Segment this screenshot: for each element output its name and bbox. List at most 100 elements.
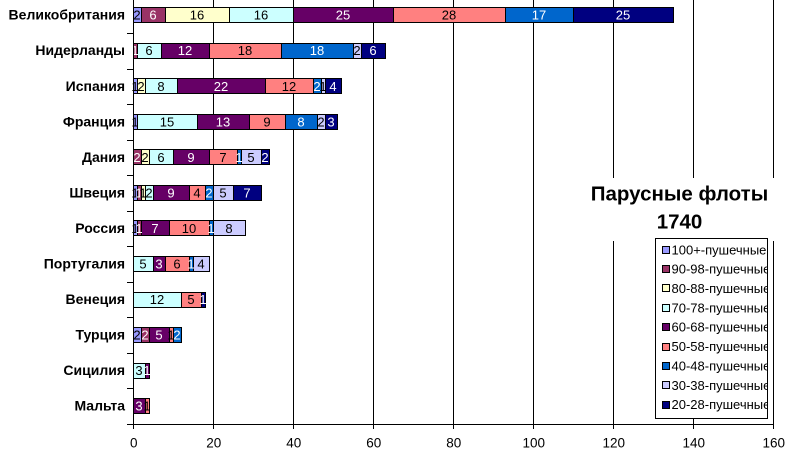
- svg-text:Испания: Испания: [66, 78, 125, 94]
- svg-text:5: 5: [247, 150, 254, 165]
- svg-text:2: 2: [313, 79, 320, 94]
- svg-text:Франция: Франция: [63, 113, 125, 129]
- svg-text:6: 6: [145, 43, 152, 58]
- svg-text:1: 1: [235, 150, 242, 165]
- svg-text:1: 1: [199, 292, 206, 307]
- svg-text:3: 3: [135, 399, 142, 414]
- svg-text:1: 1: [319, 79, 326, 94]
- svg-text:60-68-пушечные: 60-68-пушечные: [672, 320, 771, 335]
- svg-text:8: 8: [225, 221, 232, 236]
- svg-text:8: 8: [157, 79, 164, 94]
- svg-text:2: 2: [141, 150, 148, 165]
- svg-text:28: 28: [442, 8, 456, 23]
- svg-text:Сицилия: Сицилия: [63, 362, 125, 378]
- svg-text:16: 16: [190, 8, 204, 23]
- svg-text:Великобритания: Великобритания: [9, 7, 125, 23]
- svg-text:1: 1: [131, 79, 138, 94]
- svg-text:18: 18: [310, 43, 324, 58]
- svg-text:2: 2: [317, 114, 324, 129]
- svg-text:1: 1: [131, 114, 138, 129]
- svg-text:22: 22: [214, 79, 228, 94]
- svg-text:3: 3: [135, 363, 142, 378]
- svg-text:9: 9: [187, 150, 194, 165]
- svg-text:Швеция: Швеция: [69, 184, 125, 200]
- svg-text:2: 2: [205, 185, 212, 200]
- svg-text:30-38-пушечные: 30-38-пушечные: [672, 378, 771, 393]
- svg-text:5: 5: [155, 328, 162, 343]
- svg-text:1: 1: [131, 185, 138, 200]
- svg-text:2: 2: [137, 79, 144, 94]
- svg-text:1740: 1740: [657, 211, 703, 234]
- svg-text:1: 1: [187, 257, 194, 272]
- svg-text:2: 2: [133, 8, 140, 23]
- svg-text:6: 6: [369, 43, 376, 58]
- svg-text:12: 12: [178, 43, 192, 58]
- svg-text:3: 3: [155, 257, 162, 272]
- svg-text:1: 1: [131, 221, 138, 236]
- svg-text:1: 1: [139, 185, 146, 200]
- svg-text:Португалия: Португалия: [44, 256, 125, 272]
- svg-text:3: 3: [327, 114, 334, 129]
- svg-text:1: 1: [135, 185, 142, 200]
- svg-text:80: 80: [446, 436, 461, 451]
- svg-text:90-98-пушечные: 90-98-пушечные: [672, 262, 771, 277]
- svg-text:2: 2: [145, 185, 152, 200]
- svg-text:4: 4: [193, 185, 200, 200]
- svg-text:2: 2: [133, 150, 140, 165]
- svg-text:70-78-пушечные: 70-78-пушечные: [672, 300, 771, 315]
- svg-text:20-28-пушечные: 20-28-пушечные: [672, 397, 771, 412]
- svg-text:Нидерланды: Нидерланды: [35, 42, 125, 58]
- svg-text:Дания: Дания: [82, 149, 125, 165]
- svg-text:160: 160: [763, 436, 786, 451]
- svg-text:1: 1: [143, 399, 150, 414]
- svg-text:10: 10: [182, 221, 196, 236]
- svg-text:16: 16: [254, 8, 268, 23]
- svg-text:1: 1: [131, 43, 138, 58]
- svg-text:60: 60: [366, 436, 381, 451]
- svg-text:12: 12: [150, 292, 164, 307]
- svg-text:2: 2: [353, 43, 360, 58]
- svg-text:25: 25: [616, 8, 630, 23]
- svg-text:5: 5: [187, 292, 194, 307]
- svg-text:6: 6: [157, 150, 164, 165]
- svg-text:2: 2: [133, 328, 140, 343]
- svg-text:7: 7: [151, 221, 158, 236]
- svg-text:5: 5: [139, 257, 146, 272]
- svg-text:Турция: Турция: [75, 327, 125, 343]
- svg-text:12: 12: [282, 79, 296, 94]
- svg-text:15: 15: [160, 114, 174, 129]
- svg-text:Мальта: Мальта: [74, 398, 125, 414]
- svg-text:4: 4: [329, 79, 336, 94]
- svg-text:4: 4: [197, 257, 204, 272]
- svg-text:2: 2: [173, 328, 180, 343]
- svg-text:Парусные флоты: Парусные флоты: [591, 183, 768, 206]
- svg-text:80-88-пушечные: 80-88-пушечные: [672, 281, 771, 296]
- svg-text:1: 1: [207, 221, 214, 236]
- svg-text:Россия: Россия: [75, 220, 125, 236]
- svg-text:120: 120: [603, 436, 626, 451]
- svg-text:8: 8: [297, 114, 304, 129]
- svg-text:20: 20: [206, 436, 221, 451]
- svg-text:9: 9: [263, 114, 270, 129]
- svg-text:25: 25: [336, 8, 350, 23]
- svg-text:100+-пушечные: 100+-пушечные: [672, 242, 767, 257]
- svg-text:7: 7: [219, 150, 226, 165]
- svg-text:Венеция: Венеция: [65, 291, 125, 307]
- svg-text:5: 5: [219, 185, 226, 200]
- svg-text:7: 7: [243, 185, 250, 200]
- svg-text:6: 6: [173, 257, 180, 272]
- svg-text:0: 0: [130, 436, 138, 451]
- svg-text:6: 6: [149, 8, 156, 23]
- svg-text:40: 40: [286, 436, 301, 451]
- svg-text:2: 2: [261, 150, 268, 165]
- svg-text:9: 9: [167, 185, 174, 200]
- svg-text:13: 13: [216, 114, 230, 129]
- svg-text:17: 17: [532, 8, 546, 23]
- svg-text:18: 18: [238, 43, 252, 58]
- svg-text:2: 2: [141, 328, 148, 343]
- svg-text:1: 1: [135, 221, 142, 236]
- svg-text:100: 100: [523, 436, 546, 451]
- svg-text:40-48-пушечные: 40-48-пушечные: [672, 358, 771, 373]
- svg-text:140: 140: [683, 436, 706, 451]
- svg-text:1: 1: [167, 328, 174, 343]
